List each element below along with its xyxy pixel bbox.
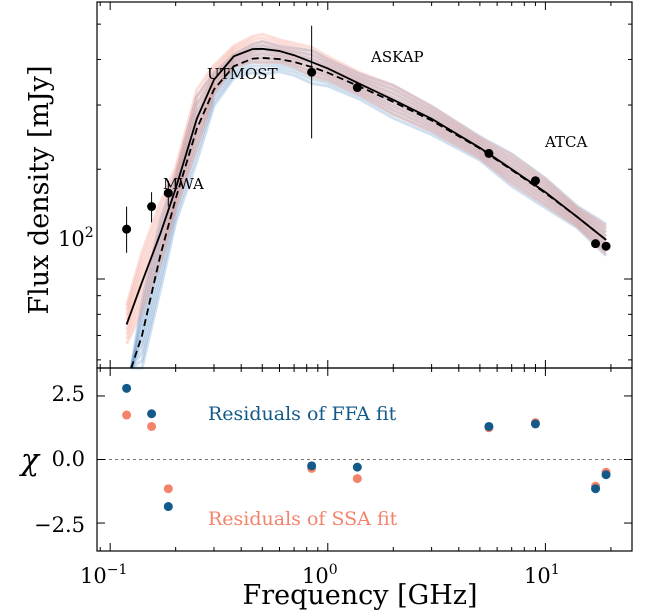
y-tick-label-minus-2.5: −2.5 bbox=[34, 513, 85, 537]
posterior-band-1-5 bbox=[125, 43, 608, 321]
posterior-band-0-5 bbox=[129, 52, 608, 369]
dashed-model-line bbox=[130, 56, 607, 369]
ffa-residual-point-7 bbox=[591, 484, 601, 494]
x-tick-label-0.1: 10−1 bbox=[80, 562, 127, 588]
ssa-residual-point-1 bbox=[147, 421, 157, 431]
posterior-band-1-0 bbox=[125, 60, 608, 345]
ffa-residual-point-0 bbox=[122, 383, 132, 393]
posterior-band-1-7 bbox=[125, 36, 607, 311]
y-axis-label-chi: χ bbox=[19, 443, 41, 478]
posterior-band-1-6 bbox=[125, 39, 607, 316]
ffa-residual-point-2 bbox=[163, 502, 173, 512]
data-point-0 bbox=[122, 224, 132, 234]
flux-data-points bbox=[122, 25, 611, 253]
annotation-utmost: UTMOST bbox=[207, 65, 278, 83]
ffa-residual-point-8 bbox=[601, 470, 611, 480]
ffa-residual-point-1 bbox=[147, 409, 157, 419]
x-tick-label-10: 101 bbox=[524, 562, 560, 588]
y-tick-label-2.5: 2.5 bbox=[52, 382, 85, 406]
y-axis-label-flux: Flux density [mJy] bbox=[24, 65, 55, 314]
annotation-mwa: MWA bbox=[163, 175, 204, 193]
posterior-band-0-8 bbox=[129, 40, 607, 369]
data-point-1 bbox=[147, 202, 157, 212]
posterior-band-0-3 bbox=[129, 60, 608, 369]
bottom-tick-marks bbox=[97, 368, 632, 551]
ffa-residual-point-6 bbox=[530, 419, 540, 429]
data-point-5 bbox=[484, 148, 494, 158]
ssa-residual-point-2 bbox=[163, 484, 173, 494]
posterior-band-1-3 bbox=[125, 50, 608, 330]
data-point-4 bbox=[352, 83, 362, 93]
ffa-residual-point-4 bbox=[352, 462, 362, 472]
posterior-band-0-0 bbox=[131, 70, 608, 370]
y-tick-label-0: 0.0 bbox=[52, 447, 85, 471]
annotation-atca: ATCA bbox=[544, 133, 587, 151]
ffa-residual-point-3 bbox=[307, 461, 317, 471]
annotation-askap: ASKAP bbox=[370, 48, 424, 66]
posterior-band-1-1 bbox=[125, 57, 608, 340]
posterior-band-1-2 bbox=[125, 53, 608, 335]
top-tick-marks bbox=[97, 2, 632, 368]
ssa-residual-point-4 bbox=[352, 474, 362, 484]
posterior-band-0-2 bbox=[130, 63, 608, 369]
data-point-7 bbox=[591, 239, 601, 249]
ffa-residual-point-5 bbox=[484, 421, 494, 431]
data-point-6 bbox=[530, 176, 540, 186]
top-panel: 102 Flux density [mJy] MWA UTMOST ASKAP … bbox=[24, 1, 633, 370]
data-point-3 bbox=[307, 67, 317, 77]
data-point-8 bbox=[601, 241, 611, 251]
posterior-band-1-8 bbox=[125, 32, 607, 306]
ssa-residual-point-0 bbox=[122, 410, 132, 420]
posterior-band-0-7 bbox=[129, 44, 607, 369]
data-point-2 bbox=[163, 188, 173, 198]
legend-ffa: Residuals of FFA fit bbox=[208, 403, 397, 425]
bottom-panel: 2.5 0.0 −2.5 χ Residuals of FFA fit Resi… bbox=[19, 367, 633, 611]
model-lines bbox=[125, 47, 607, 369]
x-axis-label-frequency: Frequency [GHz] bbox=[242, 580, 477, 611]
residual-points bbox=[122, 383, 611, 512]
y-tick-label-100: 102 bbox=[58, 225, 94, 251]
model-posterior-bands bbox=[125, 32, 608, 370]
solid-model-line bbox=[125, 47, 607, 325]
posterior-band-0-1 bbox=[130, 66, 608, 370]
x-tick-label-1: 100 bbox=[302, 562, 338, 588]
legend-ssa: Residuals of SSA fit bbox=[208, 508, 398, 530]
